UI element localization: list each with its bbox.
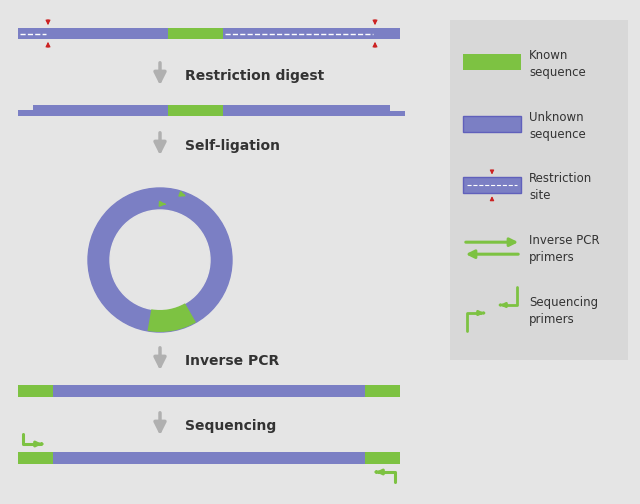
Bar	[365, 452, 400, 464]
Bar	[463, 54, 521, 70]
Text: Known
sequence: Known sequence	[529, 49, 586, 79]
Bar	[18, 452, 400, 464]
Bar	[18, 28, 400, 39]
Bar	[168, 105, 223, 116]
Text: Restriction digest: Restriction digest	[185, 69, 324, 83]
Text: Restriction
site: Restriction site	[529, 172, 592, 203]
Bar	[450, 20, 628, 360]
Wedge shape	[147, 303, 196, 332]
Bar	[385, 111, 405, 116]
Bar	[18, 385, 400, 397]
Text: Inverse PCR: Inverse PCR	[185, 354, 279, 368]
Text: Sequencing: Sequencing	[185, 419, 276, 433]
Bar	[463, 115, 521, 132]
Bar	[463, 177, 521, 194]
Text: Sequencing
primers: Sequencing primers	[529, 296, 598, 326]
Circle shape	[110, 210, 210, 310]
Circle shape	[88, 188, 232, 332]
Bar	[18, 452, 53, 464]
Text: Unknown
sequence: Unknown sequence	[529, 110, 586, 141]
Bar	[168, 28, 223, 39]
Bar	[33, 105, 390, 116]
Bar	[18, 385, 53, 397]
Text: Inverse PCR
primers: Inverse PCR primers	[529, 234, 600, 264]
Bar	[18, 110, 38, 116]
Text: Self-ligation: Self-ligation	[185, 139, 280, 153]
Bar	[365, 385, 400, 397]
